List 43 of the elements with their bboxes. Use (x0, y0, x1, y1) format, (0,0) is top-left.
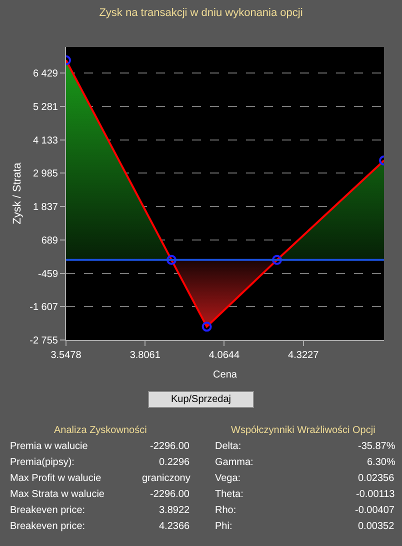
y-tick-label: -1 607 (30, 302, 58, 314)
text: Max Strata w walucie (10, 489, 105, 500)
text: graniczony (142, 473, 190, 484)
x-tick-label: 4.3227 (288, 350, 320, 361)
y-tick-label: 689 (41, 235, 58, 246)
text: Breakeven price: (10, 505, 86, 516)
y-tick-label: -459 (38, 268, 58, 280)
text: 0.2296 (159, 457, 190, 468)
text: Vega: (215, 473, 241, 484)
text: Phi: (215, 521, 232, 532)
text: -0.00113 (356, 489, 396, 500)
y-tick-label: 2 985 (32, 168, 58, 180)
y-tick-label: 6 429 (32, 68, 58, 80)
y-tick-label: 5 281 (32, 102, 58, 113)
chart-title: Zysk na transakcji w dniu wykonania opcji (99, 6, 303, 19)
x-axis-title: Cena (213, 370, 238, 380)
text: -2296.00 (150, 441, 190, 452)
y-tick-label: 1 837 (32, 202, 58, 214)
text: Gamma: (215, 457, 254, 468)
text: Premia w walucie (10, 441, 88, 452)
text: -0.00407 (355, 505, 395, 516)
y-tick-label: -2 755 (30, 336, 58, 346)
y-axis-title: Zysk / Strata (11, 162, 24, 224)
y-tick-label: 4 133 (32, 135, 58, 146)
text: 0.02356 (358, 473, 395, 484)
text: Breakeven price: (10, 521, 86, 532)
text: Analiza Zyskowności (54, 425, 147, 436)
x-tick-label: 3.5478 (50, 350, 82, 361)
x-tick-label: 4.0644 (208, 350, 240, 361)
text: 3.8922 (159, 505, 190, 516)
text: Premia(pipsy): (10, 457, 74, 468)
text: 0.00352 (358, 521, 395, 532)
text: Rho: (215, 505, 236, 516)
text: Współczynniki Wrażliwości Opcji (231, 425, 376, 436)
text: 6.30% (367, 457, 396, 468)
text: Delta: (215, 441, 242, 452)
text: 4.2366 (159, 521, 190, 532)
x-tick-label: 3.8061 (130, 350, 161, 361)
text: Kup/Sprzedaj (170, 394, 232, 405)
text: -35.87% (358, 441, 396, 452)
text: Max Profit w walucie (10, 473, 102, 484)
text: -2296.00 (150, 489, 190, 500)
text: Theta: (215, 489, 244, 500)
